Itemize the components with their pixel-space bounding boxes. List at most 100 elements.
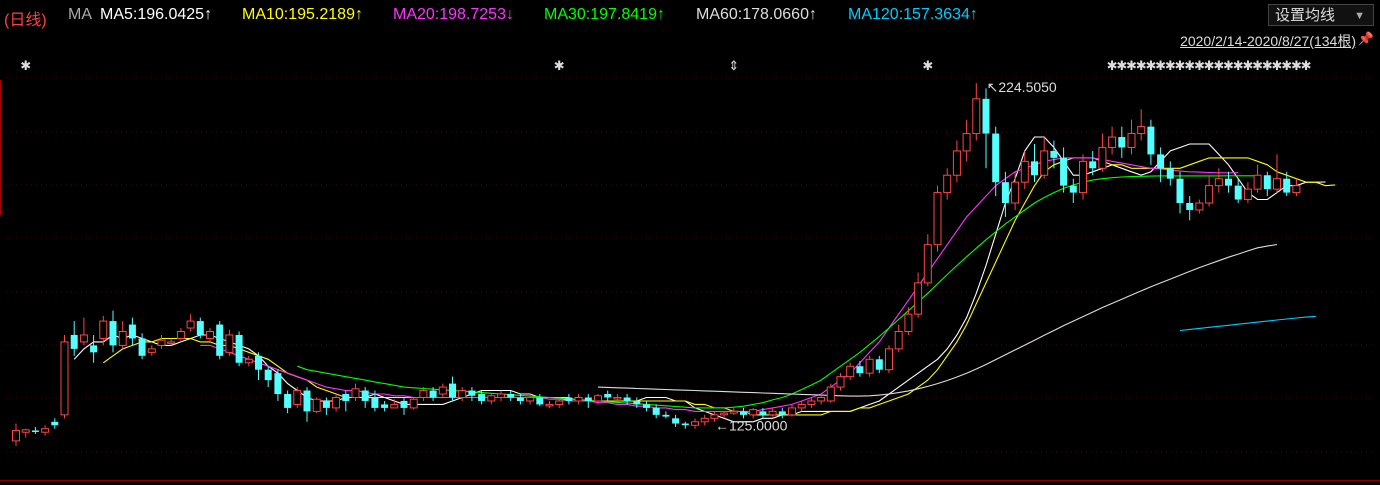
candle-body <box>972 98 981 135</box>
candle-body <box>623 397 631 401</box>
candle-body <box>1243 188 1252 201</box>
event-marker: ✱ <box>1126 59 1137 74</box>
candle <box>856 361 864 377</box>
candle <box>176 328 185 342</box>
ma-line-ma30 <box>297 175 1258 409</box>
candle <box>1011 171 1020 210</box>
candle <box>381 400 389 412</box>
candle <box>817 394 826 405</box>
candle-body <box>12 429 20 442</box>
candle <box>419 387 428 401</box>
candle-body <box>749 409 758 416</box>
candle <box>972 83 981 141</box>
settings-ma-dropdown[interactable]: 设置均线 ▼ <box>1268 4 1374 26</box>
candle <box>574 394 583 405</box>
event-marker: ✱ <box>1252 59 1263 74</box>
candle-body <box>361 390 369 401</box>
candle-body <box>167 341 176 344</box>
candle-body <box>303 390 311 412</box>
candle-body <box>536 397 544 405</box>
candle <box>1273 154 1281 193</box>
candle-body <box>720 412 729 416</box>
candle-body <box>700 417 709 423</box>
candle-body <box>672 418 680 424</box>
candle <box>1214 168 1223 193</box>
candle <box>594 394 602 405</box>
event-marker: ✱ <box>1213 59 1224 74</box>
candle <box>613 394 622 401</box>
candle-body <box>244 358 253 364</box>
event-marker: ✱ <box>1175 59 1186 74</box>
candle-body <box>555 400 564 405</box>
pin-icon[interactable]: 📌 <box>1357 31 1374 46</box>
candle-body <box>1089 161 1097 169</box>
candle <box>1147 119 1155 165</box>
candle <box>797 400 806 412</box>
candle <box>826 383 835 403</box>
candle <box>409 397 418 410</box>
candle <box>740 407 747 419</box>
candle <box>235 331 243 367</box>
candle-body <box>1020 160 1029 183</box>
candle <box>293 387 302 408</box>
candle-body <box>1292 185 1301 194</box>
candle <box>1292 178 1301 197</box>
candle <box>778 407 786 419</box>
candle <box>904 307 913 335</box>
candle <box>565 394 573 405</box>
candle <box>342 390 350 412</box>
candle <box>1020 150 1029 190</box>
candle-body <box>1040 150 1049 176</box>
settings-ma-label: 设置均线 <box>1275 7 1336 24</box>
candle-body <box>381 404 389 408</box>
candle-body <box>594 395 602 402</box>
candle <box>157 334 166 349</box>
candle <box>264 366 272 388</box>
event-marker: ✱ <box>1165 59 1176 74</box>
candle-body <box>31 430 39 432</box>
low-annotation: ←125.0000 <box>715 418 788 434</box>
candle-body <box>962 133 971 152</box>
candle <box>225 329 234 356</box>
candle-body <box>206 331 214 339</box>
candle-body <box>633 400 641 405</box>
candle <box>846 362 855 381</box>
date-range-link[interactable]: 2020/2/14-2020/8/27(134根) <box>1180 33 1356 49</box>
candle-body <box>584 397 592 401</box>
candle <box>526 394 535 405</box>
candle <box>555 397 564 408</box>
candle <box>623 394 631 405</box>
candle <box>672 414 680 428</box>
candle-body <box>79 334 88 343</box>
period-label[interactable]: (日线) <box>4 12 47 29</box>
candle-body <box>1186 203 1194 210</box>
candle <box>1234 178 1242 204</box>
ma20-legend: MA20:198.7253↓ <box>393 6 514 23</box>
chart-header: (日线) MA MA5:196.0425↑ MA10:195.2189↑ MA2… <box>0 0 1380 30</box>
candle-body <box>274 373 282 395</box>
candle <box>1108 126 1117 155</box>
candle-body <box>1214 178 1223 187</box>
candle-body <box>894 331 903 350</box>
candle <box>332 394 341 412</box>
event-marker: ✱ <box>1223 59 1234 74</box>
ma5-legend: MA5:196.0425↑ <box>100 6 213 23</box>
candle-body <box>109 321 117 346</box>
candle <box>196 317 204 339</box>
candle <box>836 373 845 391</box>
candle <box>109 310 117 353</box>
candle <box>79 317 88 346</box>
candle-body <box>992 133 1000 183</box>
candle-body <box>1050 150 1058 158</box>
candle-body <box>322 400 330 408</box>
candle-body <box>982 98 990 134</box>
candle-body <box>449 383 456 398</box>
candle-body <box>604 394 612 398</box>
candle <box>216 321 224 360</box>
candle-body <box>409 398 418 409</box>
candle <box>497 390 505 401</box>
candle <box>322 397 330 415</box>
event-marker: ✱ <box>1301 59 1312 74</box>
candle-body <box>1157 154 1165 169</box>
